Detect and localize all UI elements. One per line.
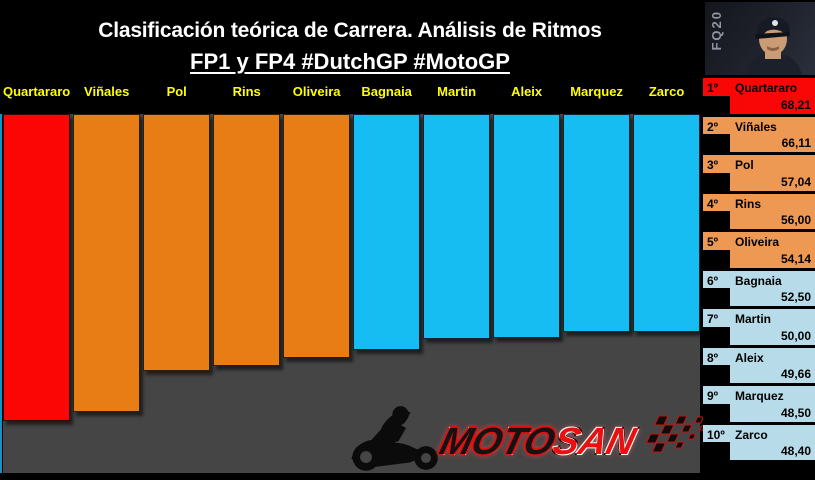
ranking-value: 56,00 [780, 213, 811, 228]
chart-title: Clasificación teórica de Carrera. Anális… [98, 19, 602, 42]
pace-bar [213, 114, 280, 366]
rider-name-label: Quartararo [3, 84, 71, 99]
ranking-rider-name: Viñales [735, 119, 777, 134]
rider-name-label: Viñales [84, 84, 130, 99]
ranking-position: 1º [707, 81, 719, 95]
ranking-item: 10º Zarco 48,40 [703, 424, 815, 460]
ranking-position: 5º [707, 235, 719, 249]
ranking-position: 6º [707, 273, 719, 288]
ranking-value: 54,14 [780, 251, 811, 266]
pace-bar [633, 114, 700, 332]
ranking-position: 7º [707, 312, 719, 326]
ranking-value: 48,40 [780, 444, 811, 459]
rider-name-label: Zarco [648, 84, 685, 99]
motosan-logo-text: MOTO SAN [435, 414, 711, 463]
ranking-position: 8º [707, 350, 719, 365]
ranking-rider-name: Oliveira [735, 235, 780, 249]
ranking-notch [703, 249, 730, 268]
ranking-value: 49,66 [780, 367, 811, 382]
ranking-notch [703, 172, 730, 191]
ranking-value: 48,50 [780, 405, 811, 420]
logo-san-text: SAN [548, 420, 640, 463]
ranking-position: 2º [707, 119, 719, 134]
rider-name-label: Rins [232, 84, 261, 99]
pace-bar [563, 114, 630, 333]
ranking-item: 7º Martin 50,00 [703, 309, 815, 345]
ranking-item: 2º Viñales 66,11 [703, 116, 815, 152]
rider-name-label: Marquez [570, 84, 623, 99]
rider-name-label: Martin [437, 84, 477, 99]
ranking-item: 6º Bagnaia 52,50 [703, 270, 815, 306]
ranking-rider-name: Martin [735, 312, 771, 326]
ranking-notch [703, 211, 730, 229]
ranking-rider-name: Zarco [735, 427, 768, 442]
ranking-notch [703, 326, 730, 345]
ranking-position: 3º [707, 158, 719, 172]
ranking-position: 9º [707, 389, 719, 403]
rider-name-label: Aleix [511, 84, 543, 99]
pace-bar [73, 114, 140, 412]
ranking-rider-name: Marquez [735, 389, 784, 403]
ranking-notch [703, 95, 730, 114]
ranking-item: 4º Rins 56,00 [703, 193, 815, 229]
axis-edge-line [0, 114, 2, 473]
ranking-rider-name: Rins [735, 196, 762, 211]
rider-name-label: Oliveira [292, 84, 341, 99]
pace-bar [423, 114, 490, 339]
chart-subtitle: FP1 y FP4 #DutchGP #MotoGP [190, 49, 510, 74]
ranking-notch [703, 134, 730, 152]
ranking-value: 66,11 [781, 136, 811, 151]
ranking-item: 3º Pol 57,04 [703, 155, 815, 191]
checkered-flag-icon [645, 415, 706, 452]
pace-bar [283, 114, 350, 358]
bar-chart-plot-area [3, 114, 700, 473]
motorcycle-rider-icon [351, 406, 438, 471]
ranking-position: 4º [707, 196, 719, 211]
ranking-sidebar: 1º Quartararo 68,21 2º Viñales 66,11 3º Pol 57,0… [703, 78, 815, 463]
rider-portrait-icon [745, 17, 803, 75]
rider-photo: FQ20 [705, 2, 815, 75]
ranking-value: 50,00 [780, 328, 811, 343]
pace-bar [353, 114, 420, 351]
ranking-rider-name: Aleix [735, 350, 764, 365]
ranking-value: 57,04 [780, 174, 811, 189]
ranking-rider-name: Pol [735, 158, 754, 172]
ranking-value: 52,50 [780, 290, 811, 305]
pace-bar [3, 114, 70, 421]
ranking-item: 8º Aleix 49,66 [703, 347, 815, 383]
ranking-notch [703, 288, 730, 306]
ranking-item: 9º Marquez 48,50 [703, 386, 815, 422]
pace-bar [493, 114, 560, 338]
photo-caption: FQ20 [709, 10, 724, 51]
ranking-notch [703, 403, 730, 422]
ranking-rider-name: Bagnaia [735, 273, 782, 288]
logo-moto-text: MOTO [435, 420, 560, 463]
ranking-value: 68,21 [780, 97, 811, 112]
ranking-position: 10º [707, 427, 725, 442]
motosan-watermark: MOTO SAN [346, 398, 706, 474]
rider-name-label: Pol [166, 84, 187, 99]
ranking-notch [703, 442, 730, 460]
rider-name-label: Bagnaia [361, 84, 412, 99]
ranking-item: 5º Oliveira 54,14 [703, 232, 815, 268]
ranking-item: 1º Quartararo 68,21 [703, 78, 815, 114]
pace-bar [143, 114, 210, 371]
rider-names-row: Quartararo Viñales Pol Rins Oliveira Bagnaia M… [3, 84, 700, 99]
ranking-notch [703, 365, 730, 383]
ranking-rider-name: Quartararo [735, 81, 798, 95]
